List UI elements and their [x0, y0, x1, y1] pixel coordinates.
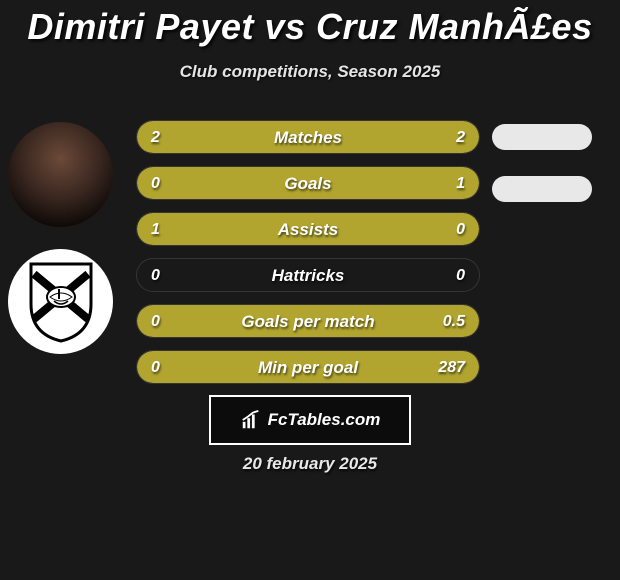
stat-row: 0Min per goal287 — [136, 350, 480, 384]
stat-row: 0Hattricks0 — [136, 258, 480, 292]
chart-icon — [240, 409, 262, 431]
stat-value-right: 0 — [456, 259, 465, 291]
attribution-badge: FcTables.com — [209, 395, 411, 445]
comparison-bars: 2Matches20Goals11Assists00Hattricks00Goa… — [136, 120, 480, 396]
stat-row: 0Goals per match0.5 — [136, 304, 480, 338]
stat-value-right: 1 — [456, 167, 465, 199]
club-crest-right — [8, 249, 113, 354]
stat-row: 0Goals1 — [136, 166, 480, 200]
stat-value-right: 0.5 — [443, 305, 465, 337]
date-caption: 20 february 2025 — [0, 454, 620, 474]
stat-row: 2Matches2 — [136, 120, 480, 154]
stat-label: Assists — [137, 213, 479, 245]
stat-label: Hattricks — [137, 259, 479, 291]
vasco-crest-icon — [26, 259, 96, 344]
stat-label: Matches — [137, 121, 479, 153]
avatar-column — [8, 122, 113, 376]
page-title: Dimitri Payet vs Cruz ManhÃ£es — [0, 0, 620, 48]
stat-value-right: 287 — [438, 351, 465, 383]
stat-value-right: 2 — [456, 121, 465, 153]
side-pill — [492, 176, 592, 202]
side-pill — [492, 124, 592, 150]
stat-row: 1Assists0 — [136, 212, 480, 246]
stat-value-right: 0 — [456, 213, 465, 245]
player-avatar-left — [8, 122, 113, 227]
side-pill-column — [492, 124, 592, 436]
stat-label: Min per goal — [137, 351, 479, 383]
stat-label: Goals — [137, 167, 479, 199]
attribution-text: FcTables.com — [268, 410, 381, 430]
stat-label: Goals per match — [137, 305, 479, 337]
subtitle: Club competitions, Season 2025 — [0, 62, 620, 82]
